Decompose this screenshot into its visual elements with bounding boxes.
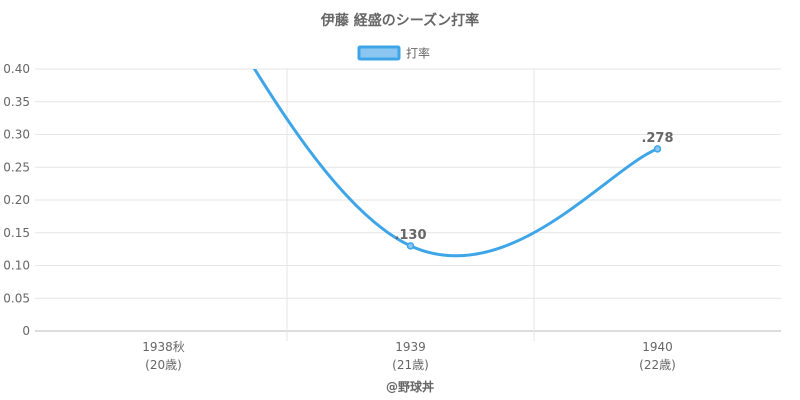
legend-swatch <box>357 45 401 61</box>
y-axis-ticks: 0 0.05 0.10 0.15 0.20 0.25 0.30 0.35 0.40 <box>3 62 30 338</box>
chart-title: 伊藤 経盛のシーズン打率 <box>320 12 479 29</box>
x-tick-age: (20歳) <box>145 358 182 372</box>
x-tick-year: 1938秋 <box>142 340 185 354</box>
data-point[interactable] <box>406 242 415 250</box>
y-tick-label: 0.30 <box>3 128 30 142</box>
y-tick-label: 0.20 <box>3 193 30 207</box>
grid <box>35 68 781 341</box>
credit-text: @野球丼 <box>386 379 434 394</box>
legend[interactable]: 打率 <box>357 45 430 61</box>
y-tick-label: 0.15 <box>3 226 30 240</box>
series-line-batting-average <box>252 69 659 258</box>
data-point[interactable] <box>653 145 662 153</box>
y-tick-label: 0.40 <box>3 62 30 76</box>
x-tick-age: (22歳) <box>639 358 676 372</box>
y-tick-label: 0.35 <box>3 95 30 109</box>
x-tick-year: 1939 <box>395 340 426 354</box>
x-tick-year: 1940 <box>642 340 673 354</box>
y-tick-label: 0.25 <box>3 160 30 174</box>
y-tick-label: 0.10 <box>3 259 30 273</box>
legend-label: 打率 <box>406 46 430 61</box>
y-tick-label: 0.05 <box>3 291 30 305</box>
x-axis-ticks: 1938秋 (20歳) 1939 (21歳) 1940 (22歳) <box>142 340 676 372</box>
data-label: .130 <box>394 228 426 243</box>
data-points <box>406 145 662 250</box>
x-tick-age: (21歳) <box>392 358 429 372</box>
y-tick-label: 0 <box>22 324 30 338</box>
data-label: .278 <box>641 131 673 146</box>
data-labels: .130 .278 <box>394 131 673 243</box>
